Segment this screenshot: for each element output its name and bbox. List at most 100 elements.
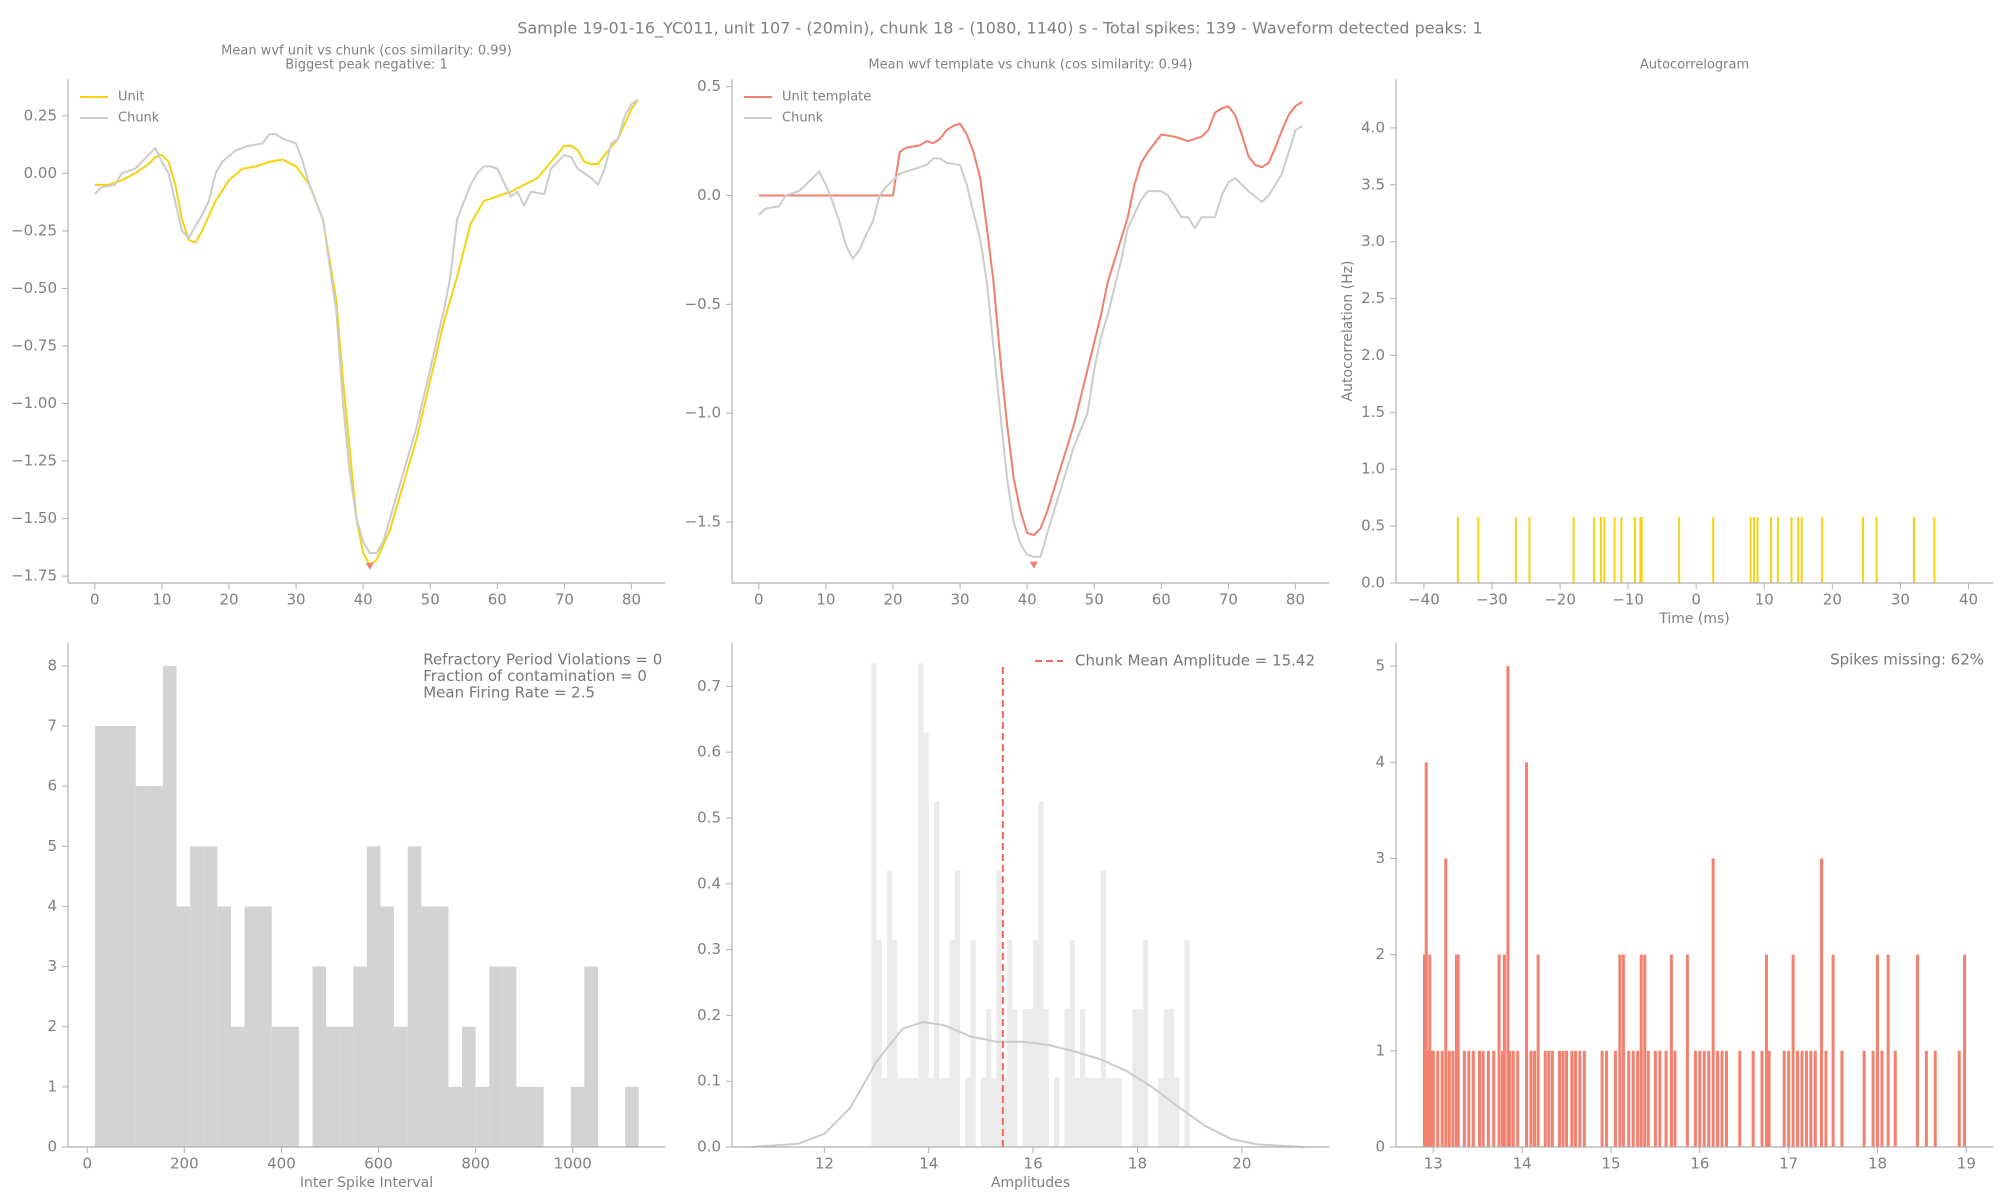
panel: Amplitudes 0.0 0.1 0.2 0.3 0.4 0.5 0.6 0.7 12 14 16… — [697, 643, 1329, 1191]
bar — [1862, 1050, 1866, 1147]
histogram-bar — [312, 966, 327, 1147]
x-tick-label: 40 — [1018, 591, 1037, 609]
legend-label: Chunk Mean Amplitude = 15.42 — [1075, 652, 1315, 670]
peak-marker — [1029, 561, 1038, 569]
bar — [1627, 1050, 1631, 1147]
histogram-bar — [886, 870, 893, 1147]
x-tick-label: 50 — [421, 591, 440, 609]
bar — [1673, 1050, 1677, 1147]
bar — [1924, 1050, 1928, 1147]
panel: Autocorrelogram Time (ms) Autocorrelation … — [1340, 58, 1993, 627]
bar — [1787, 1050, 1791, 1147]
bar — [1933, 1050, 1937, 1147]
y-tick-label: 2.0 — [1361, 346, 1385, 364]
histogram-bar — [1043, 1008, 1049, 1147]
y-tick-label: 0.6 — [697, 743, 721, 761]
histogram-bar — [1137, 1008, 1143, 1147]
bar — [1502, 954, 1506, 1147]
histogram-bar — [996, 870, 1002, 1147]
bar — [1643, 954, 1647, 1147]
x-tick-label: 30 — [951, 591, 970, 609]
bar — [1613, 1050, 1617, 1147]
y-tick-label: 5 — [47, 837, 57, 855]
bar — [1821, 517, 1824, 583]
histogram-bar — [475, 1086, 490, 1147]
y-tick-label: 4.0 — [1361, 118, 1385, 136]
x-tick-label: 18 — [1868, 1155, 1887, 1173]
x-tick-label: 400 — [267, 1155, 296, 1173]
bar — [1639, 954, 1643, 1147]
x-tick-label: −30 — [1476, 591, 1508, 609]
bar — [1631, 1050, 1635, 1147]
histogram-bar — [1111, 1077, 1117, 1147]
bar — [1797, 517, 1800, 583]
bar — [1875, 517, 1878, 583]
y-tick-label: 0.0 — [1361, 574, 1385, 592]
bar — [1426, 1050, 1430, 1147]
histogram-bar — [1163, 1008, 1169, 1147]
histogram-bar — [939, 1077, 945, 1147]
bar — [1824, 1050, 1828, 1147]
x-tick-label: 17 — [1779, 1155, 1798, 1173]
bar — [1716, 1050, 1720, 1147]
legend-label: Unit template — [782, 90, 871, 105]
histogram-bar — [217, 906, 231, 1147]
bar — [1454, 954, 1458, 1147]
histogram-bar — [1064, 1008, 1070, 1147]
bar — [1481, 1050, 1485, 1147]
histogram-bar — [897, 1077, 903, 1147]
y-tick-label: −1.50 — [11, 509, 57, 527]
histogram-bar — [584, 966, 598, 1147]
histogram-bar — [570, 1086, 585, 1147]
histogram-bar — [190, 846, 204, 1147]
bar — [1572, 517, 1575, 583]
y-tick-label: 0.5 — [697, 77, 721, 95]
bar — [1685, 954, 1689, 1147]
histogram-bar — [516, 1086, 531, 1147]
histogram-bar — [1027, 1008, 1034, 1147]
bar — [1471, 1050, 1475, 1147]
y-tick-label: 0.25 — [24, 106, 57, 124]
line-series — [758, 101, 1303, 537]
histogram-bar — [502, 966, 517, 1147]
x-tick-label: 20 — [1823, 591, 1842, 609]
histogram-bar — [421, 906, 435, 1147]
y-tick-label: 3.0 — [1361, 232, 1385, 250]
histogram-bar — [462, 1026, 476, 1147]
bar — [1431, 1050, 1435, 1147]
x-tick-label: −40 — [1408, 591, 1440, 609]
annotation: Fraction of contamination = 0 — [423, 667, 647, 685]
x-tick-label: 20 — [219, 591, 238, 609]
y-tick-label: 2 — [47, 1017, 57, 1035]
bar — [1497, 954, 1501, 1147]
histogram-bar — [902, 1077, 908, 1147]
y-tick-label: 0.3 — [697, 940, 721, 958]
histogram-bar — [489, 966, 503, 1147]
bar — [1767, 1050, 1771, 1147]
y-tick-label: 0.7 — [697, 677, 721, 695]
y-tick-label: 1.0 — [1361, 460, 1385, 478]
bar — [1570, 1050, 1574, 1147]
histogram-bar — [1074, 1077, 1081, 1147]
bar — [1738, 1050, 1742, 1147]
bar — [1702, 1050, 1706, 1147]
bar — [1633, 517, 1636, 583]
histogram-bar — [434, 906, 449, 1147]
bar — [1720, 1050, 1724, 1147]
bar — [1707, 1050, 1711, 1147]
x-tick-label: 600 — [364, 1155, 393, 1173]
x-tick-label: 16 — [1024, 1155, 1043, 1173]
x-tick-label: 13 — [1424, 1155, 1443, 1173]
bar — [1756, 517, 1759, 583]
bar — [1621, 954, 1625, 1147]
bar — [1603, 517, 1606, 583]
y-tick-label: 0.2 — [697, 1006, 721, 1024]
histogram-bar — [944, 1077, 950, 1147]
bar — [1820, 858, 1824, 1147]
y-tick-label: −0.50 — [11, 279, 57, 297]
histogram-bar — [986, 1008, 992, 1147]
bar — [1492, 1050, 1496, 1147]
bar — [1809, 1050, 1813, 1147]
panel-title: Mean wvf template vs chunk (cos similari… — [868, 58, 1192, 73]
